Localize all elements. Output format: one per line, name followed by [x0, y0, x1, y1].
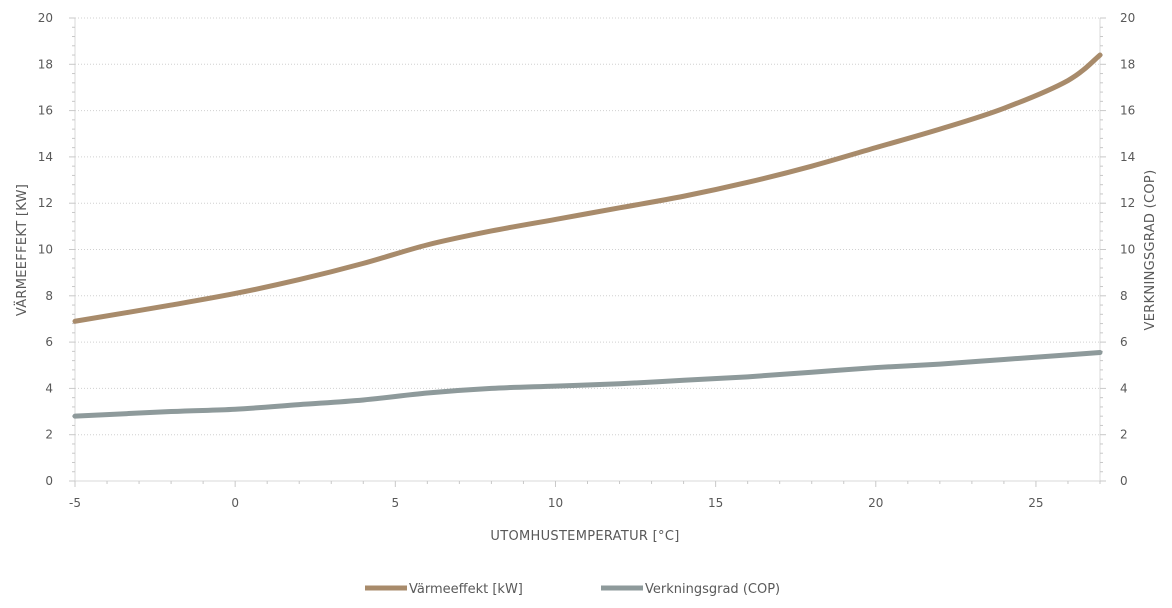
y-tick-label-left: 16 — [38, 104, 53, 118]
y-tick-label-right: 20 — [1120, 11, 1135, 25]
x-tick-label: 25 — [1028, 496, 1043, 510]
x-tick-label: 20 — [868, 496, 883, 510]
y-tick-label-left: 0 — [45, 474, 53, 488]
x-tick-label: 5 — [391, 496, 399, 510]
x-axis-title: UTOMHUSTEMPERATUR [°C] — [490, 529, 679, 544]
y-axis-title-left: VÄRMEEFFEKT [KW] — [14, 184, 30, 316]
y-tick-label-left: 14 — [38, 150, 53, 164]
y-tick-label-right: 2 — [1120, 428, 1128, 442]
x-tick-label: 15 — [708, 496, 723, 510]
legend-label: Värmeeffekt [kW] — [409, 582, 523, 597]
y-tick-label-left: 18 — [38, 57, 53, 71]
y-tick-label-left: 20 — [38, 11, 53, 25]
grid — [75, 17, 1100, 436]
x-tick-label: 10 — [548, 496, 563, 510]
x-tick-label: -5 — [69, 496, 81, 510]
y-axis-title-right: VERKNINGSGRAD (COP) — [1143, 170, 1158, 331]
y-tick-label-left: 10 — [38, 243, 53, 257]
series-group — [72, 52, 1103, 419]
y-tick-label-right: 16 — [1120, 104, 1135, 118]
y-tick-label-left: 4 — [45, 381, 53, 395]
y-tick-label-right: 14 — [1120, 150, 1135, 164]
series-line-varmeeffekt — [72, 52, 1103, 324]
y-tick-label-right: 12 — [1120, 196, 1135, 210]
legend-label: Verkningsgrad (COP) — [645, 582, 780, 597]
y-tick-label-right: 8 — [1120, 289, 1128, 303]
tick-labels: -5 0 5 10 15 20 25 0 0 2 2 4 4 6 6 8 8 10 10 12 12 14 14 16 16 18… — [38, 11, 1136, 510]
axes — [69, 17, 1106, 487]
legend: Värmeeffekt [kW] Verkningsgrad (COP) — [365, 582, 780, 597]
y-tick-label-right: 0 — [1120, 474, 1128, 488]
y-tick-label-right: 18 — [1120, 57, 1135, 71]
y-tick-label-right: 4 — [1120, 381, 1128, 395]
y-tick-label-left: 2 — [45, 428, 53, 442]
y-tick-label-left: 6 — [45, 335, 53, 349]
y-tick-label-right: 10 — [1120, 243, 1135, 257]
y-tick-label-left: 12 — [38, 196, 53, 210]
y-tick-label-right: 6 — [1120, 335, 1128, 349]
y-tick-label-left: 8 — [45, 289, 53, 303]
series-line-cop — [72, 350, 1103, 419]
x-tick-label: 0 — [231, 496, 239, 510]
